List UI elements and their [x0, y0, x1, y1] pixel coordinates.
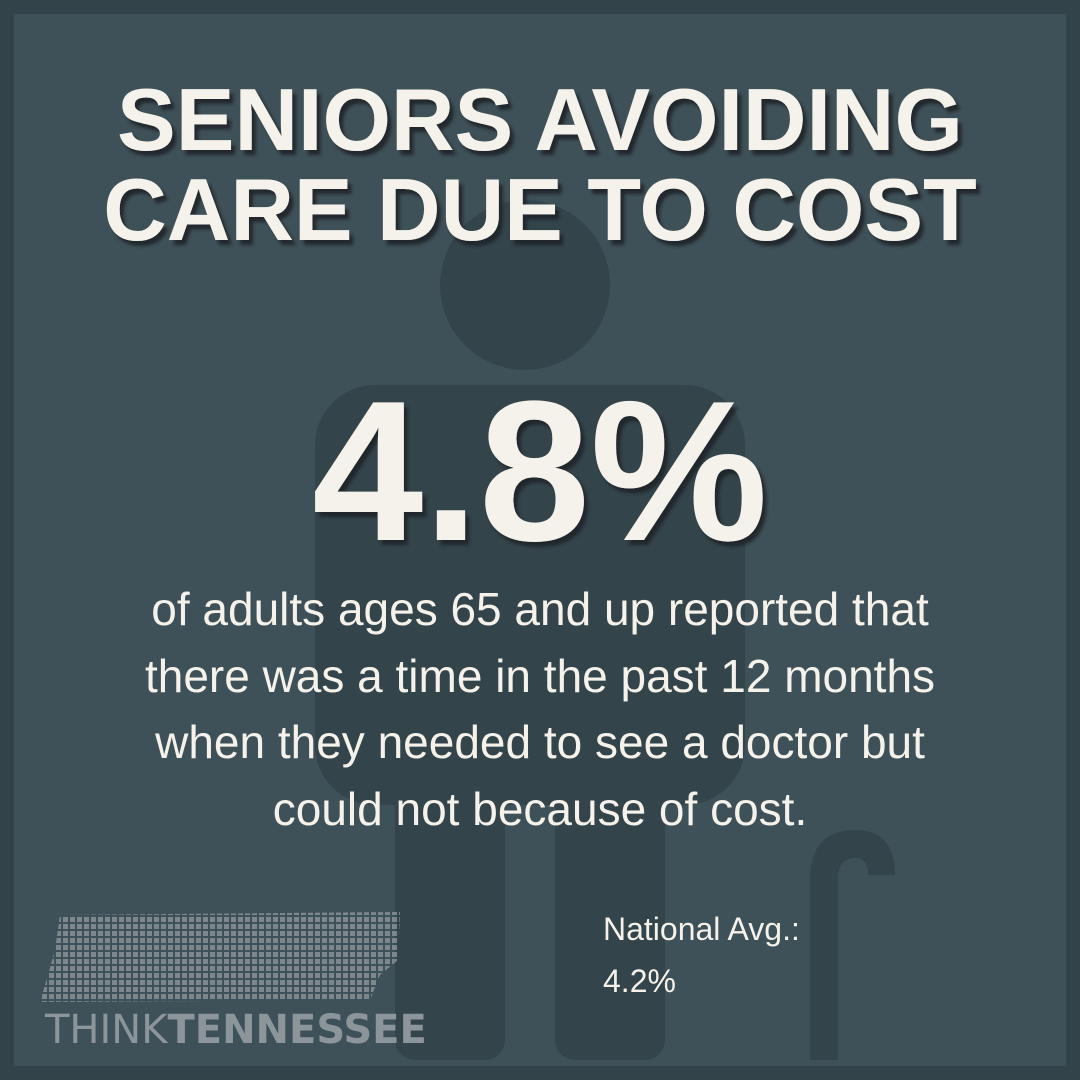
- person-silhouette: [315, 200, 895, 1060]
- description-line: of adults ages 65 and up reported that: [151, 583, 929, 635]
- description-line: there was a time in the past 12 months: [145, 650, 935, 702]
- national-value: 4.2%: [603, 963, 676, 999]
- logo-map: [40, 912, 400, 1002]
- stat-value: 4.8%: [312, 360, 768, 583]
- national-label: National Avg.:: [603, 911, 800, 947]
- description-line: when they needed to see a doctor but: [154, 716, 925, 768]
- title-line: CARE DUE TO COST: [103, 160, 977, 259]
- logo-text: THINKTENNESSEE: [44, 1007, 427, 1053]
- logo-think: THINK: [44, 1007, 169, 1053]
- description-line: could not because of cost.: [273, 783, 807, 835]
- title-line: SENIORS AVOIDING: [117, 70, 963, 169]
- logo-tennessee: TENNESSEE: [167, 1007, 426, 1053]
